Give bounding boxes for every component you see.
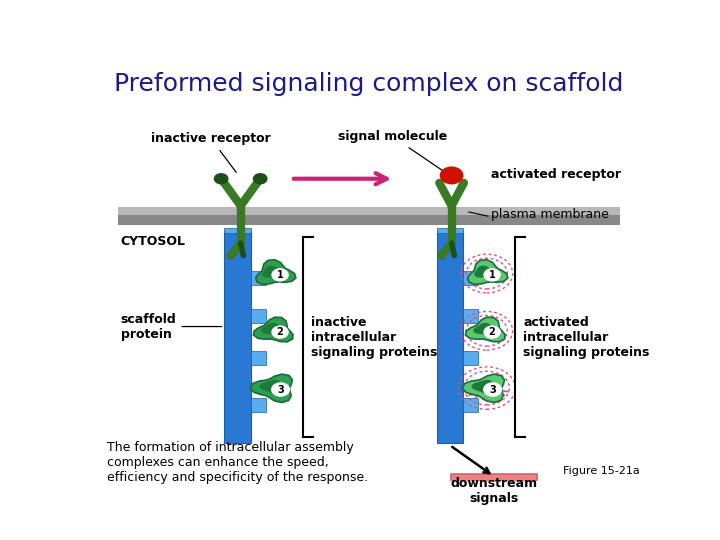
Text: scaffold
protein: scaffold protein	[121, 313, 222, 341]
Polygon shape	[463, 309, 478, 323]
Bar	[436, 228, 463, 233]
Text: activated
intracellular
signaling proteins: activated intracellular signaling protei…	[523, 316, 649, 359]
Text: CYTOSOL: CYTOSOL	[121, 235, 186, 248]
Bar	[118, 207, 620, 215]
Text: 3: 3	[490, 384, 496, 395]
Text: 1: 1	[489, 270, 495, 280]
Polygon shape	[472, 380, 493, 394]
Polygon shape	[251, 352, 266, 365]
Polygon shape	[466, 317, 505, 342]
Polygon shape	[251, 271, 266, 285]
Text: inactive
intracellular
signaling proteins: inactive intracellular signaling protein…	[311, 316, 437, 359]
Text: 2: 2	[276, 327, 284, 337]
FancyBboxPatch shape	[451, 474, 537, 508]
Text: 2: 2	[489, 327, 495, 337]
Polygon shape	[463, 352, 478, 365]
Polygon shape	[256, 260, 296, 284]
Bar	[225, 228, 251, 233]
Text: 3: 3	[277, 384, 284, 395]
Text: plasma membrane: plasma membrane	[490, 207, 608, 220]
Polygon shape	[262, 266, 283, 278]
Circle shape	[441, 167, 463, 184]
Circle shape	[271, 383, 289, 396]
Text: inactive receptor: inactive receptor	[151, 132, 271, 172]
Text: Figure 15-21a: Figure 15-21a	[563, 467, 639, 476]
Text: downstream
signals: downstream signals	[451, 477, 538, 505]
Circle shape	[253, 174, 267, 184]
Bar	[225, 231, 251, 443]
Polygon shape	[261, 323, 282, 335]
Circle shape	[272, 269, 288, 281]
Polygon shape	[253, 317, 293, 342]
Text: 1: 1	[276, 270, 284, 280]
Polygon shape	[468, 260, 508, 284]
Bar	[436, 231, 463, 443]
Circle shape	[272, 326, 288, 338]
Circle shape	[484, 326, 500, 338]
Polygon shape	[473, 323, 494, 335]
Text: Preformed signaling complex on scaffold: Preformed signaling complex on scaffold	[114, 71, 624, 96]
Circle shape	[484, 269, 500, 281]
Text: The formation of intracellular assembly
complexes can enhance the speed,
efficie: The formation of intracellular assembly …	[107, 441, 368, 484]
Polygon shape	[251, 374, 292, 402]
Polygon shape	[251, 309, 266, 323]
Polygon shape	[251, 398, 266, 412]
Text: signal molecule: signal molecule	[338, 130, 449, 175]
Polygon shape	[462, 374, 505, 402]
Polygon shape	[259, 380, 282, 394]
Polygon shape	[463, 271, 478, 285]
Circle shape	[484, 383, 501, 396]
Polygon shape	[474, 266, 495, 278]
Bar	[118, 215, 620, 225]
Polygon shape	[463, 398, 478, 412]
Text: activated receptor: activated receptor	[490, 168, 621, 181]
Circle shape	[215, 174, 228, 184]
